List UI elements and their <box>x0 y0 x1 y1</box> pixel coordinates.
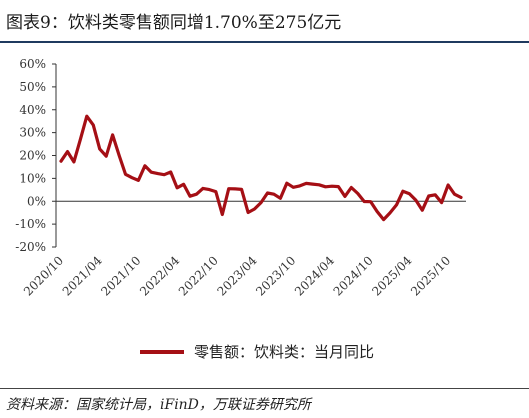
data-point <box>72 160 76 164</box>
data-point <box>234 187 237 191</box>
data-point <box>92 123 95 127</box>
y-tick-label: 20% <box>19 149 46 163</box>
data-point <box>195 193 198 196</box>
y-tick-label: 60% <box>19 57 46 71</box>
y-tick-label: 10% <box>19 171 46 185</box>
data-point <box>408 192 411 195</box>
data-point <box>272 193 276 196</box>
data-point <box>395 203 398 207</box>
data-point <box>227 187 230 190</box>
legend-swatch <box>140 349 184 354</box>
x-axis-labels: 2020/102021/042021/102022/042022/102023/… <box>21 253 453 298</box>
data-point <box>363 200 366 203</box>
y-tick-label: 50% <box>19 80 46 94</box>
y-tick-label: 40% <box>19 103 46 117</box>
data-point <box>79 138 82 141</box>
data-point <box>453 193 456 196</box>
data-point <box>375 210 379 213</box>
data-point <box>188 195 192 198</box>
line-chart: -20%-10%0%10%20%30%40%50%60% 2020/102021… <box>15 57 466 299</box>
source-note: 资料来源：国家统计局，iFinD，万联证券研究所 <box>6 397 311 413</box>
data-point <box>182 183 185 186</box>
data-point <box>350 186 353 189</box>
data-point <box>85 115 89 118</box>
x-tick-label: 2020/10 <box>21 253 66 298</box>
data-point <box>369 200 372 203</box>
data-point <box>382 218 385 221</box>
title-divider <box>0 41 529 43</box>
x-tick-label: 2023/04 <box>215 253 260 298</box>
data-point <box>201 187 205 190</box>
data-point <box>66 150 69 153</box>
data-point <box>105 155 108 158</box>
x-tick-label: 2024/04 <box>292 253 337 298</box>
data-point <box>330 185 334 188</box>
data-point <box>124 173 127 176</box>
data-point <box>240 188 243 191</box>
data-point <box>156 172 159 175</box>
data-point <box>414 198 417 202</box>
data-point <box>427 194 430 198</box>
data-point <box>434 193 437 196</box>
data-point <box>137 179 140 182</box>
data-point <box>130 176 134 179</box>
data-point <box>285 182 288 185</box>
x-tick-label: 2024/10 <box>331 253 376 298</box>
data-point <box>343 195 347 198</box>
legend-label: 零售额：饮料类：当月同比 <box>194 343 375 361</box>
data-point <box>446 183 450 187</box>
data-point <box>246 211 250 214</box>
y-axis-labels: -20% -10% 0% 10% 20% 30% 40% 50% 60% <box>15 57 46 254</box>
data-point <box>208 188 211 191</box>
data-point <box>98 147 101 151</box>
data-point <box>459 196 463 199</box>
data-point <box>111 133 114 137</box>
y-tick-label: 30% <box>19 126 46 140</box>
series-line <box>59 114 463 222</box>
data-point <box>169 170 172 174</box>
data-point <box>266 191 269 195</box>
data-point <box>253 207 256 211</box>
legend: 零售额：饮料类：当月同比 <box>140 341 374 362</box>
data-point <box>175 186 179 189</box>
y-tick-label: 0% <box>27 194 46 208</box>
data-point <box>317 183 321 186</box>
data-point <box>421 209 424 212</box>
data-point <box>279 197 282 200</box>
x-tick-label: 2021/04 <box>60 253 105 298</box>
series-layer <box>59 114 463 222</box>
x-tick-label: 2021/10 <box>98 253 143 298</box>
data-point <box>356 192 359 195</box>
data-point <box>440 201 443 204</box>
data-point <box>59 160 63 163</box>
data-point <box>311 182 314 186</box>
data-point <box>259 201 263 204</box>
data-point <box>388 211 392 215</box>
y-tick-label: -20% <box>15 240 46 254</box>
data-point <box>143 164 147 167</box>
data-point <box>214 190 217 193</box>
data-point <box>337 185 340 188</box>
footer-divider <box>0 388 529 389</box>
x-tick-label: 2023/10 <box>253 253 298 298</box>
data-point <box>324 185 327 188</box>
x-tick-label: 2022/04 <box>137 253 182 298</box>
chart-axes <box>52 63 466 248</box>
data-point <box>305 182 308 185</box>
data-point <box>163 173 166 176</box>
y-tick-label: -10% <box>15 217 46 231</box>
chart-title: 图表9：饮料类零售额同增1.70%至275亿元 <box>6 13 342 33</box>
data-point <box>117 154 121 157</box>
data-point <box>401 190 405 193</box>
x-tick-label: 2025/10 <box>408 253 453 298</box>
x-tick-label: 2022/10 <box>176 253 221 298</box>
data-point <box>221 213 224 216</box>
x-tick-label: 2025/04 <box>369 253 414 298</box>
data-point <box>298 184 301 188</box>
data-point <box>292 186 295 189</box>
data-point <box>150 171 153 174</box>
